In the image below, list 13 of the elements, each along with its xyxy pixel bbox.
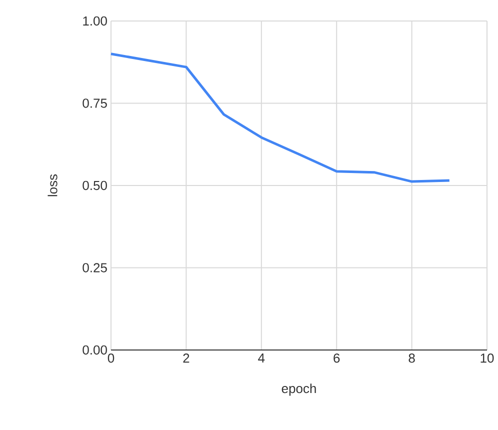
y-tick-label: 0.50 bbox=[82, 180, 107, 190]
x-tick-label: 4 bbox=[258, 354, 265, 362]
x-tick-label: 8 bbox=[408, 354, 415, 363]
x-tick-label: 0 bbox=[108, 354, 114, 363]
y-tick-label: 0.25 bbox=[82, 263, 107, 272]
y-axis-title: loss bbox=[48, 174, 58, 196]
y-tick-label: 0.75 bbox=[82, 98, 107, 108]
y-tick-label: 0.00 bbox=[82, 345, 107, 355]
x-axis-title: epoch bbox=[282, 384, 316, 396]
x-tick-label: 2 bbox=[183, 354, 190, 363]
y-tick-label: 1.00 bbox=[83, 16, 107, 26]
x-tick-label: 10 bbox=[480, 354, 494, 363]
x-tick-label: 6 bbox=[334, 354, 340, 363]
